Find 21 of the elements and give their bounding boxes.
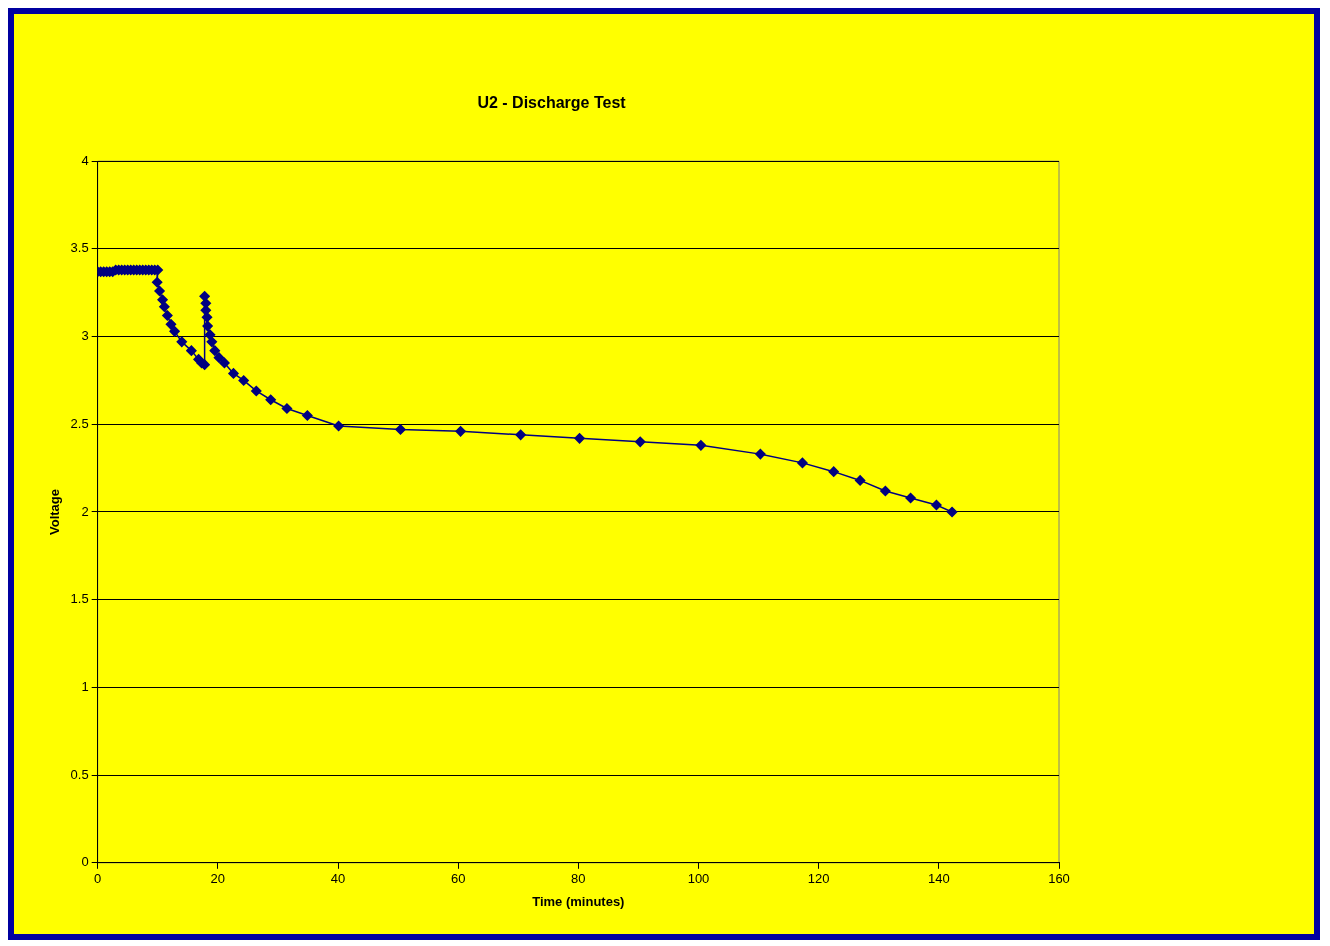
x-tick-label: 120 bbox=[807, 871, 830, 887]
y-tick-label: 2.5 bbox=[70, 415, 89, 431]
x-tick-label: 60 bbox=[450, 871, 466, 887]
x-tick-label: 0 bbox=[94, 871, 102, 887]
y-tick-label: 1.5 bbox=[70, 591, 89, 607]
y-tick-label: 2 bbox=[81, 503, 89, 519]
x-tick-label: 20 bbox=[210, 871, 226, 887]
y-tick-label: 1 bbox=[81, 678, 89, 694]
x-tick-label: 100 bbox=[687, 871, 710, 887]
x-tick-label: 80 bbox=[571, 871, 586, 887]
y-tick-label: 3.5 bbox=[70, 240, 89, 256]
y-tick-label: 4 bbox=[81, 152, 89, 168]
x-tick-label: 160 bbox=[1048, 871, 1070, 887]
x-tick-label: 140 bbox=[927, 871, 950, 887]
x-axis-title: Time (minutes) bbox=[532, 893, 625, 909]
y-tick-label: 0 bbox=[81, 854, 89, 870]
y-axis-title: Voltage bbox=[47, 489, 63, 535]
chart-title: U2 - Discharge Test bbox=[477, 94, 627, 112]
y-tick-label: 3 bbox=[81, 328, 89, 344]
y-tick-label: 0.5 bbox=[70, 766, 89, 782]
x-tick-label: 40 bbox=[330, 871, 346, 887]
